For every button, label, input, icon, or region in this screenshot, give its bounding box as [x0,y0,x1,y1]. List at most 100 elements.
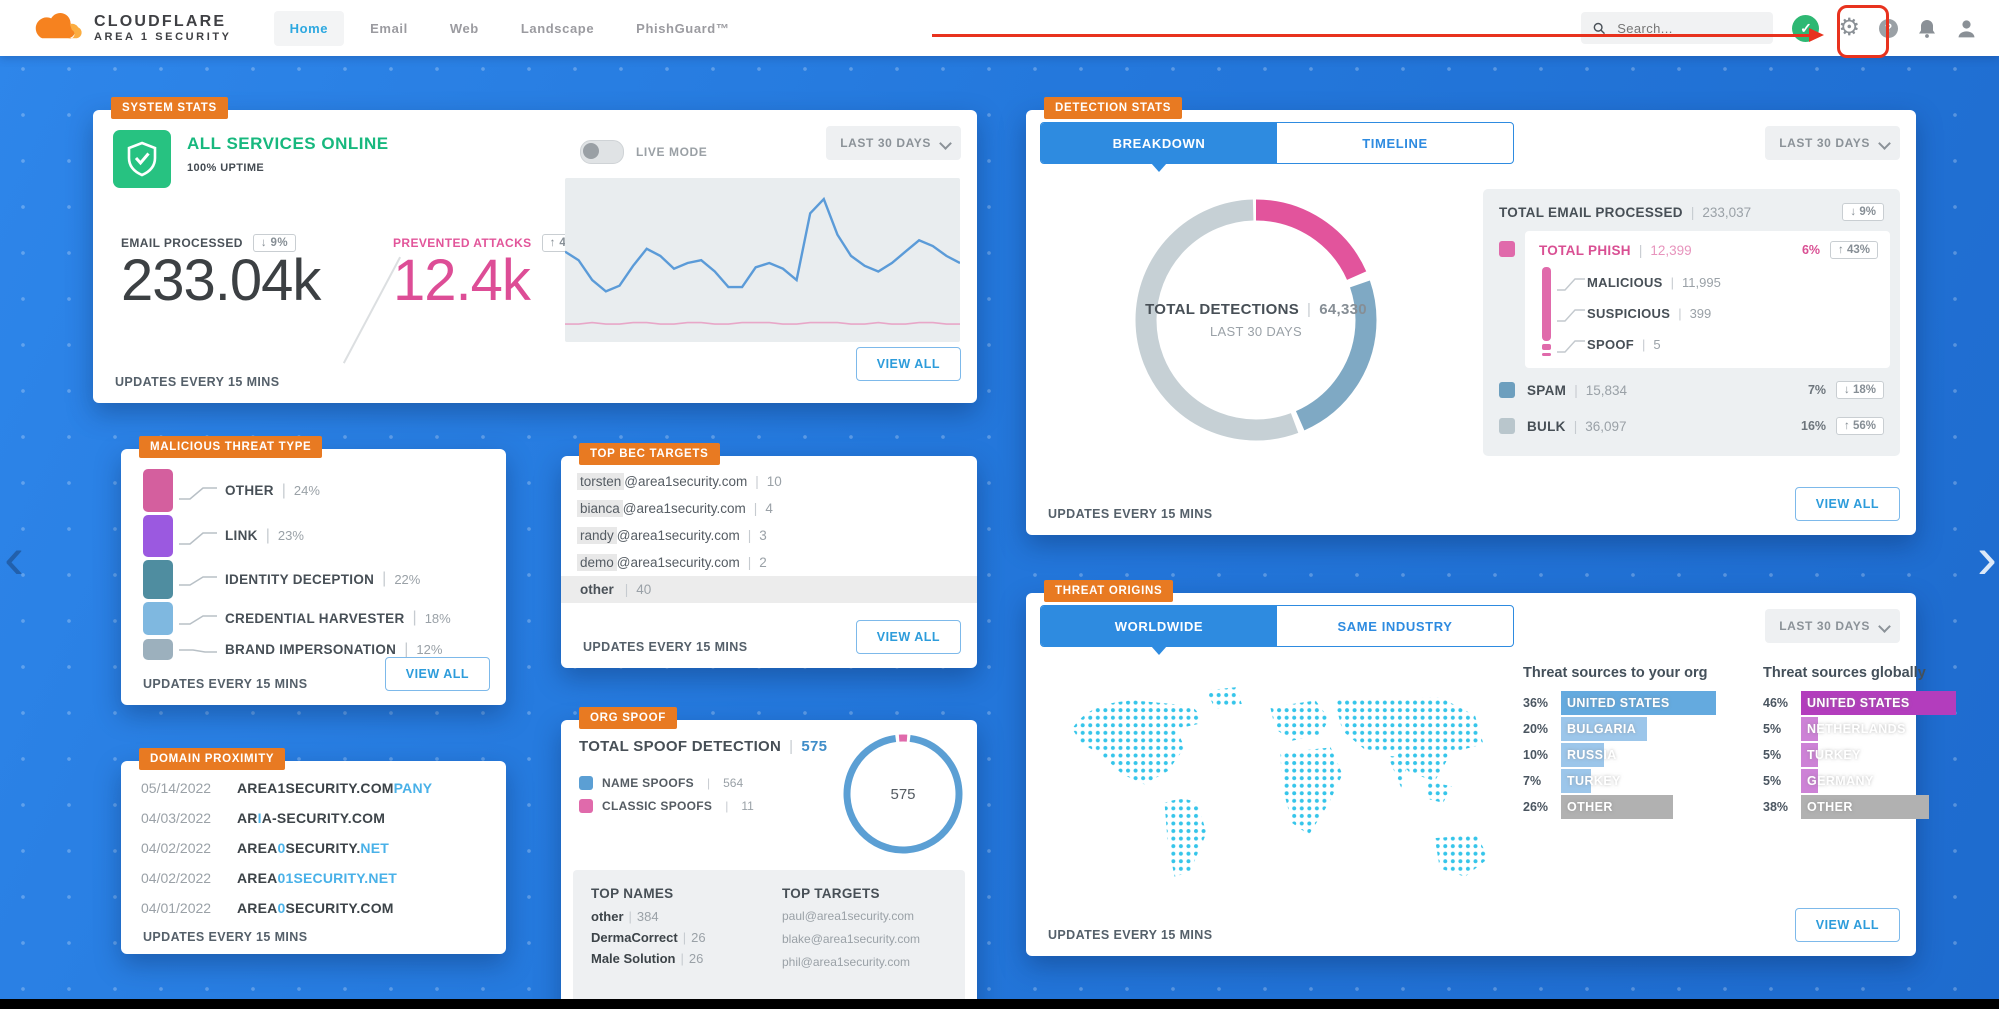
view-all-button[interactable]: VIEW ALL [855,347,961,381]
chevron-down-icon [1878,137,1891,150]
card-tag: SYSTEM STATS [111,97,228,119]
country-bar-row: 10% RUSSIA [1523,743,1738,767]
toggle-knob [583,143,599,159]
date-range-button[interactable]: LAST 30 DAYS [826,126,961,160]
view-all-button[interactable]: VIEW ALL [1794,908,1900,942]
user-account-icon[interactable] [1956,18,1977,39]
country-bar-row: 36% UNITED STATES [1523,691,1738,715]
top-bec-targets-card: TOP BEC TARGETS torsten @area1security.co… [561,443,977,668]
column-title: Threat sources globally [1763,665,1926,681]
spam-row: SPAM | 15,834 7% ↓ 18% [1483,372,1900,408]
primary-nav: Home Email Web Landscape PhishGuard™ [273,10,746,46]
org-spoof-card: ORG SPOOF TOTAL SPOOF DETECTION | 575 NAME… [561,707,977,1009]
card-tag: DETECTION STATS [1044,97,1183,119]
services-status-title: ALL SERVICES ONLINE [187,134,389,153]
chevron-down-icon [1878,620,1891,633]
card-tag: THREAT ORIGINS [1044,580,1174,602]
domain-proximity-card: DOMAIN PROXIMITY 05/14/2022 AREA1SECURIT… [121,748,506,954]
domain-row: 05/14/2022 AREA1SECURITY.COMPANY [141,780,433,796]
updates-label: UPDATES EVERY 15 MINS [1048,928,1213,942]
search-input[interactable] [1615,19,1762,37]
chevron-down-icon [939,137,952,150]
search-box[interactable] [1581,12,1774,44]
updates-label: UPDATES EVERY 15 MINS [143,930,308,944]
brand-subtitle: AREA 1 SECURITY [94,30,232,43]
country-bar-row: 5% NETHERLANDS [1763,717,1978,741]
updates-label: UPDATES EVERY 15 MINS [1048,507,1213,521]
top-navbar: CLOUDFLARE AREA 1 SECURITY Home Email We… [0,0,1999,56]
view-all-button[interactable]: VIEW ALL [1794,487,1900,521]
cloudflare-logo[interactable]: CLOUDFLARE AREA 1 SECURITY [28,9,232,47]
phish-child-row: SPOOF | 5 [1555,329,1721,360]
screen-letterbox-bottom [0,999,1999,1009]
date-range-button[interactable]: LAST 30 DAYS [1765,609,1900,643]
threat-type-row: OTHER | 24% [121,469,506,513]
view-all-button[interactable]: VIEW ALL [855,620,961,654]
threat-type-row: BRAND IMPERSONATION | 12% [121,638,506,662]
settings-gear-icon[interactable]: ⚙ [1838,14,1860,41]
country-bar-row: 7% TURKEY [1523,769,1738,793]
nav-item-web[interactable]: Web [449,20,479,36]
nav-item-landscape[interactable]: Landscape [520,20,595,36]
card-tag: ORG SPOOF [579,707,677,729]
detection-breakdown-panel: TOTAL EMAIL PROCESSED | 233,037 ↓ 9% TOTA… [1483,189,1900,456]
total-email-row: TOTAL EMAIL PROCESSED | 233,037 ↓ 9% [1483,203,1900,231]
name-spoofs-swatch [579,776,593,790]
threat-origins-card: THREAT ORIGINS WORLDWIDE SAME INDUSTRY L… [1026,580,1956,956]
view-all-button[interactable]: VIEW ALL [384,657,490,691]
connector-line [179,532,217,545]
spam-swatch [1499,382,1515,398]
phish-child-row: MALICIOUS | 11,995 [1555,267,1721,298]
connector-line [179,648,217,653]
total-phish-box: TOTAL PHISH | 12,399 6% ↑ 43% MALICIOUS | [1525,231,1890,368]
navbar-right: ✓ ⚙ ? [1581,12,1999,44]
connector-line [179,486,217,500]
nav-item-phishguard[interactable]: PhishGuard™ [636,20,730,36]
date-range-button[interactable]: LAST 30 DAYS [1765,126,1900,160]
system-stats-sparkline [565,178,960,342]
bulk-swatch [1499,418,1515,434]
threat-type-swatch [143,602,173,635]
threat-type-row: CREDENTIAL HARVESTER | 18% [121,602,506,635]
email-processed-value: 233.04k [121,248,321,313]
phish-child-row: SUSPICIOUS | 399 [1555,298,1721,329]
carousel-right-chevron-icon[interactable]: › [1977,524,1997,591]
tab-timeline[interactable]: TIMELINE [1362,135,1428,151]
spoof-detail-panel: TOP NAMES other | 384 DermaCorrect | 26 Male… [573,870,965,1009]
carousel-left-chevron-icon[interactable]: ‹ [4,524,24,591]
country-bar-row: 5% GERMANY [1763,769,1978,793]
cloudflare-cloud-icon [35,13,82,39]
malicious-threat-type-card: MALICIOUS THREAT TYPE OTHER | 24% LINK | 23%… [121,436,506,705]
tab-same-industry[interactable]: SAME INDUSTRY [1337,618,1453,634]
live-mode-label: LIVE MODE [636,145,708,159]
nav-item-email[interactable]: Email [370,20,408,36]
tab-breakdown[interactable]: BREAKDOWN [1041,123,1277,172]
divider [342,256,401,364]
delta-badge: ↓ 9% [252,234,296,252]
country-bar-row: 46% UNITED STATES [1763,691,1978,715]
domain-row: 04/01/2022 AREA0SECURITY.COM [141,900,394,916]
threat-origins-tabs: WORLDWIDE SAME INDUSTRY [1040,605,1514,655]
updates-label: UPDATES EVERY 15 MINS [115,375,280,389]
threat-type-swatch [143,559,173,600]
live-mode-toggle[interactable] [580,140,624,164]
system-stats-card: SYSTEM STATS ALL SERVICES ONLINE 100% UP… [93,97,977,403]
domain-row: 04/02/2022 AREA01SECURITY.NET [141,870,397,886]
bec-target-row: other | 40 [561,576,977,603]
spoof-donut-value: 575 [890,785,916,803]
bec-target-row: demo @area1security.com | 2 [561,549,977,576]
bec-target-row: torsten @area1security.com | 10 [561,468,977,495]
threat-sources-org-column: Threat sources to your org 36% UNITED ST… [1523,665,1738,821]
world-map-dot-matrix [1072,687,1489,877]
notifications-bell-icon[interactable] [1917,18,1937,39]
bec-target-row: bianca @area1security.com | 4 [561,495,977,522]
connector-line [1557,339,1585,353]
threat-sources-global-column: Threat sources globally 46% UNITED STATE… [1763,665,1978,821]
domain-row: 04/03/2022 ARIA-SECURITY.COM [141,810,386,826]
connector-line [179,615,217,626]
tab-worldwide[interactable]: WORLDWIDE [1041,606,1277,655]
delta-badge: ↑ 56% [1836,417,1884,435]
nav-item-home[interactable]: Home [273,10,345,46]
column-title: Threat sources to your org [1523,665,1708,681]
donut-value: 64,330 [1319,301,1367,318]
